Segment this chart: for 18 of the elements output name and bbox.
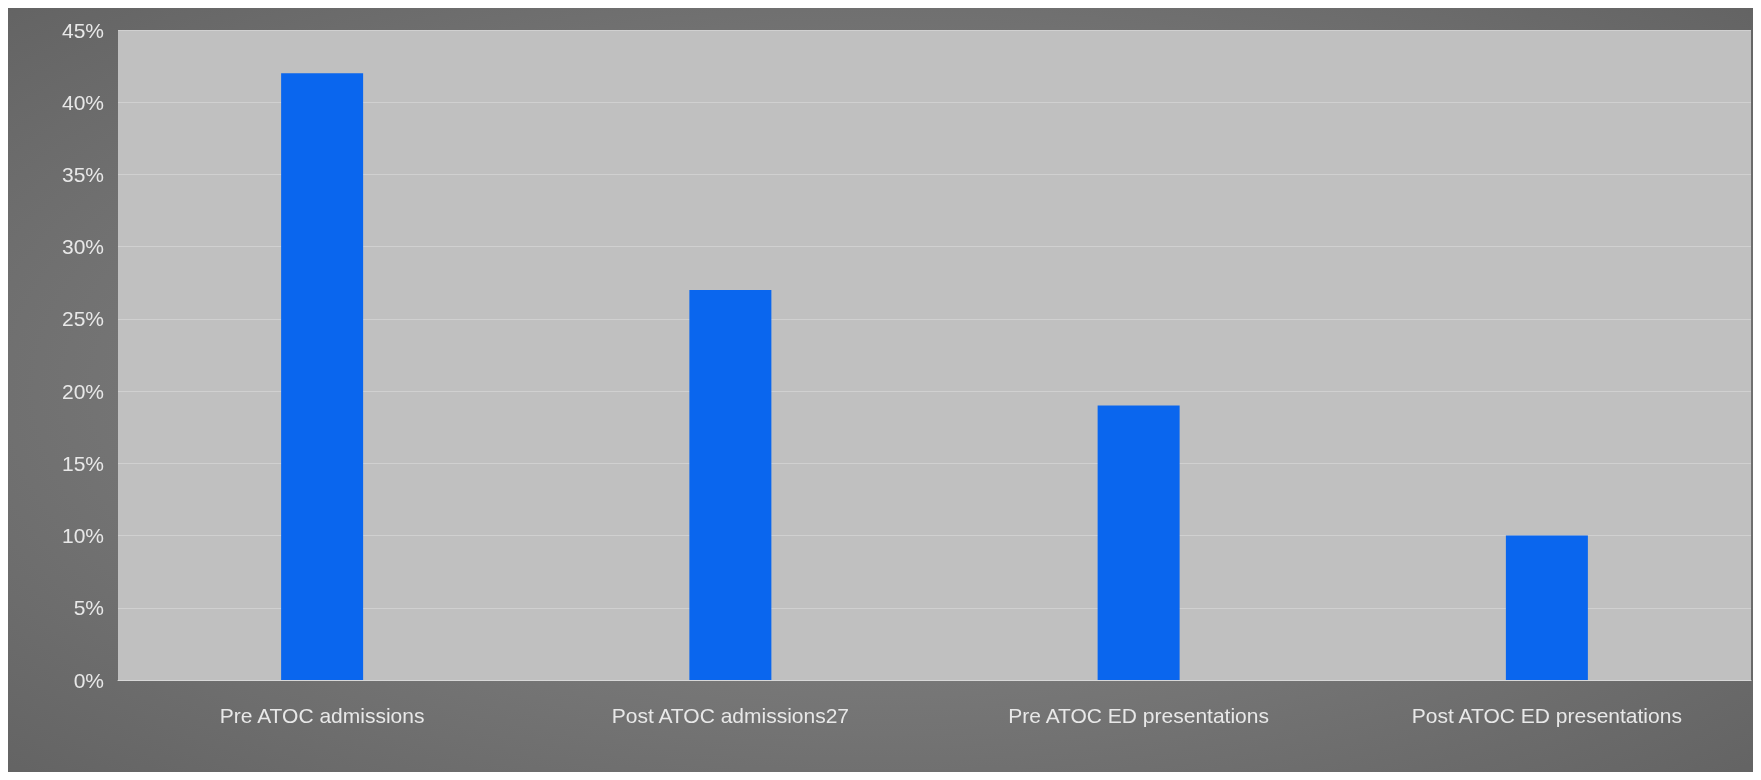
y-tick-label: 30% xyxy=(61,235,104,259)
bar xyxy=(281,73,364,680)
y-tick-label: 0% xyxy=(73,668,104,692)
x-tick-label: Post ATOC ED presentations xyxy=(1411,703,1682,727)
x-tick-label: Pre ATOC ED presentations xyxy=(1008,703,1269,727)
x-tick-label: Pre ATOC admissions xyxy=(219,703,425,727)
y-tick-label: 40% xyxy=(61,90,104,114)
y-tick-label: 35% xyxy=(61,162,104,186)
bar xyxy=(1097,405,1180,680)
y-tick-label: 45% xyxy=(61,18,104,42)
bar xyxy=(689,290,772,680)
y-tick-label: 5% xyxy=(73,596,104,620)
y-tick-label: 10% xyxy=(61,524,104,548)
x-tick-label: Post ATOC admissions27 xyxy=(611,703,850,727)
y-tick-label: 20% xyxy=(61,379,104,403)
y-tick-label: 15% xyxy=(61,451,104,475)
bar xyxy=(1505,535,1588,680)
y-tick-label: 25% xyxy=(61,307,104,331)
